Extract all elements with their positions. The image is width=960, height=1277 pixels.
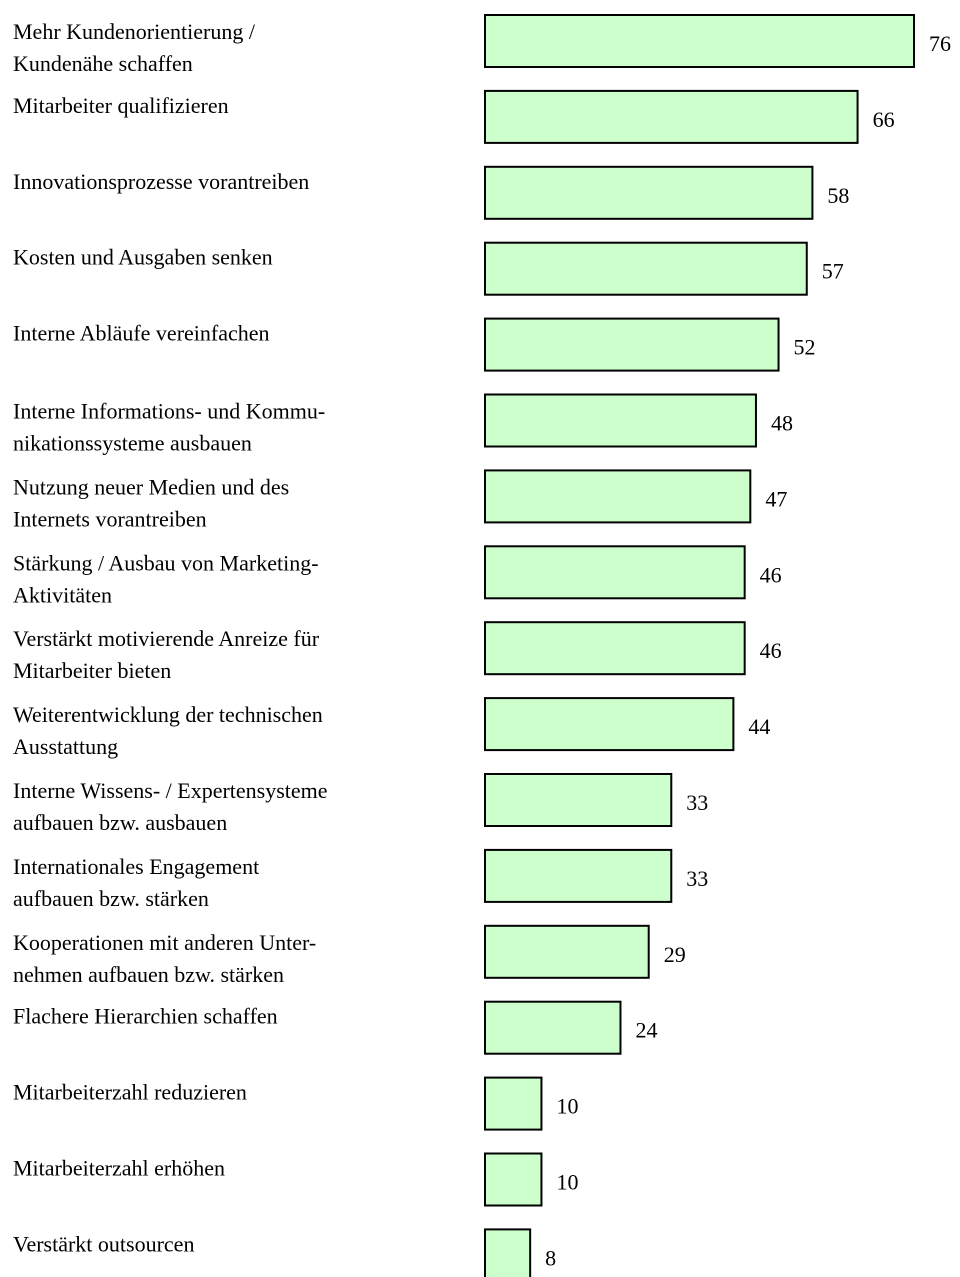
bar bbox=[484, 621, 746, 676]
value-label: 33 bbox=[686, 866, 708, 891]
value-label: 66 bbox=[873, 107, 895, 132]
value-label: 47 bbox=[765, 486, 787, 511]
category-label: Internets vorantreiben bbox=[13, 506, 207, 531]
bar bbox=[484, 1076, 543, 1131]
value-label: 33 bbox=[686, 790, 708, 815]
bar bbox=[484, 697, 735, 752]
category-label: aufbauen bzw. ausbauen bbox=[13, 810, 227, 835]
category-label: Interne Abläufe vereinfachen bbox=[13, 321, 270, 346]
category-label: Kosten und Ausgaben senken bbox=[13, 245, 273, 270]
value-label: 58 bbox=[827, 183, 849, 208]
bar bbox=[484, 1000, 622, 1055]
bar bbox=[484, 469, 752, 524]
category-label: Kundenähe schaffen bbox=[13, 51, 193, 76]
bar bbox=[484, 14, 916, 68]
category-label: Aktivitäten bbox=[13, 582, 112, 607]
category-label: Internationales Engagement bbox=[13, 854, 259, 879]
bar bbox=[484, 545, 746, 600]
value-label: 57 bbox=[822, 259, 844, 284]
category-label: Innovationsprozesse vorantreiben bbox=[13, 169, 309, 194]
value-label: 48 bbox=[771, 411, 793, 436]
value-label: 10 bbox=[556, 1170, 578, 1195]
category-label: Weiterentwicklung der technischen bbox=[13, 702, 323, 727]
category-label: Ausstattung bbox=[13, 734, 118, 759]
value-label: 46 bbox=[760, 638, 782, 663]
value-label: 10 bbox=[556, 1094, 578, 1119]
category-label: Nutzung neuer Medien und des bbox=[13, 474, 289, 499]
category-label: Kooperationen mit anderen Unter- bbox=[13, 930, 316, 955]
bar bbox=[484, 241, 808, 296]
bar bbox=[484, 773, 673, 827]
category-label: Mehr Kundenorientierung / bbox=[13, 19, 256, 44]
category-label: Interne Wissens- / Expertensysteme bbox=[13, 778, 328, 803]
bar bbox=[484, 1228, 532, 1277]
category-label: Mitarbeiter bieten bbox=[13, 658, 171, 683]
bar bbox=[484, 165, 814, 220]
bar bbox=[484, 1152, 543, 1207]
category-label: aufbauen bzw. stärken bbox=[13, 886, 209, 911]
category-label: Mitarbeiter qualifizieren bbox=[13, 93, 229, 118]
value-label: 29 bbox=[664, 942, 686, 967]
bar bbox=[484, 393, 757, 448]
category-label: Stärkung / Ausbau von Marketing- bbox=[13, 550, 319, 575]
category-label: Verstärkt outsourcen bbox=[13, 1231, 194, 1256]
value-label: 44 bbox=[748, 714, 770, 739]
value-label: 76 bbox=[929, 31, 951, 56]
category-label: Mitarbeiterzahl reduzieren bbox=[13, 1080, 247, 1105]
category-label: nehmen aufbauen bzw. stärken bbox=[13, 962, 284, 987]
value-label: 52 bbox=[794, 335, 816, 360]
category-label: Flachere Hierarchien schaffen bbox=[13, 1004, 278, 1029]
bar bbox=[484, 848, 673, 903]
value-label: 46 bbox=[760, 562, 782, 587]
value-label: 24 bbox=[635, 1018, 657, 1043]
category-label: Interne Informations- und Kommu- bbox=[13, 399, 325, 424]
value-label: 8 bbox=[545, 1245, 556, 1270]
bar bbox=[484, 317, 780, 372]
bar bbox=[484, 924, 650, 979]
category-label: Verstärkt motivierende Anreize für bbox=[13, 626, 320, 651]
category-label: nikationssysteme ausbauen bbox=[13, 431, 252, 456]
bar bbox=[484, 89, 859, 144]
category-label: Mitarbeiterzahl erhöhen bbox=[13, 1156, 225, 1181]
